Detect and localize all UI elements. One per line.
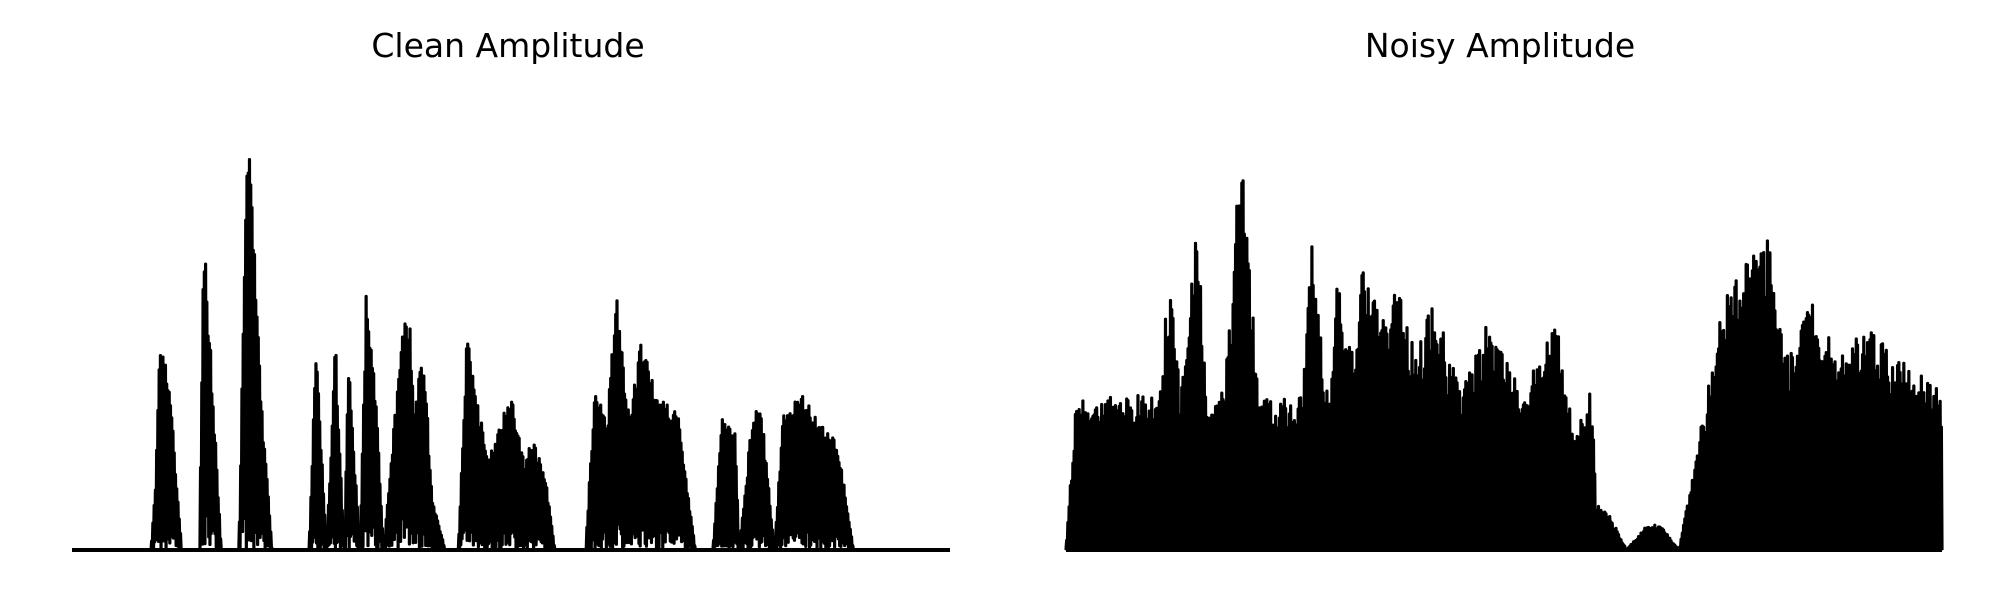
amplitude-series-line (71, 157, 951, 552)
clean-amplitude-plot (71, 157, 951, 552)
noisy-amplitude-plot (1064, 179, 1944, 552)
clean-amplitude-panel: Clean Amplitude (71, 26, 951, 552)
noisy-amplitude-panel: Noisy Amplitude (1000, 0, 2000, 600)
series-line (1064, 179, 1944, 552)
chart-title: Noisy Amplitude (1364, 26, 1636, 65)
amplitude-series-line (1064, 179, 1944, 552)
chart-title: Clean Amplitude (371, 26, 645, 65)
series-line (71, 157, 951, 552)
